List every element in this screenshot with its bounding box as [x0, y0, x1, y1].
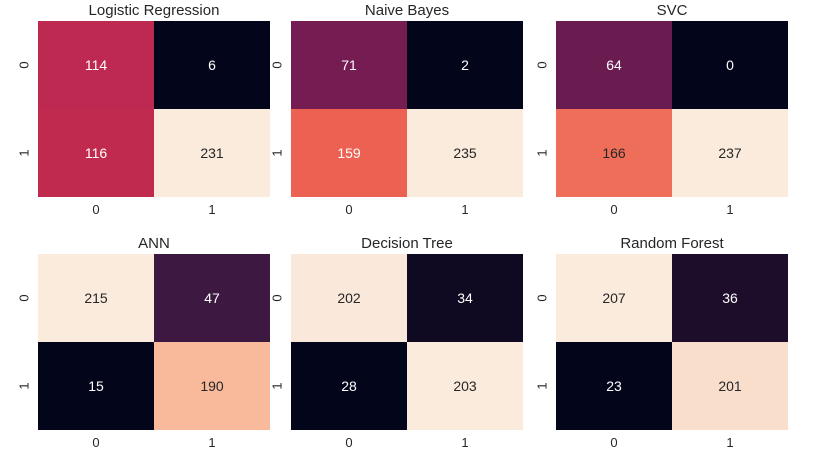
svc-y-tick-0: 0	[535, 61, 550, 68]
decision-tree-y-tick-0: 0	[270, 294, 285, 301]
ann-cell-1-0	[38, 342, 154, 430]
svc-x-tick-1: 1	[726, 202, 733, 217]
naive-bayes-cell-label-1-1: 235	[453, 145, 477, 161]
decision-tree-title: Decision Tree	[361, 235, 453, 252]
ann-x-tick-1: 1	[208, 435, 215, 450]
decision-tree-x-tick-1: 1	[461, 435, 468, 450]
naive-bayes-cell-0-0	[291, 21, 407, 109]
svc-cell-label-0-0: 64	[606, 57, 622, 73]
logistic-regression-title: Logistic Regression	[89, 2, 220, 19]
random-forest-x-tick-0: 0	[610, 435, 617, 450]
svc-cell-1-1	[672, 109, 788, 197]
logistic-regression-y-tick-0: 0	[17, 61, 32, 68]
random-forest-cell-0-0	[556, 254, 672, 342]
naive-bayes-x-tick-0: 0	[345, 202, 352, 217]
random-forest-cell-1-1	[672, 342, 788, 430]
svc-cell-label-1-1: 237	[718, 145, 742, 161]
logistic-regression-x-tick-1: 1	[208, 202, 215, 217]
random-forest-x-tick-1: 1	[726, 435, 733, 450]
ann-y-tick-0: 0	[17, 294, 32, 301]
logistic-regression-cell-label-0-0: 114	[85, 57, 108, 73]
naive-bayes-cell-1-1	[407, 109, 523, 197]
svc-cell-0-1	[672, 21, 788, 109]
svc-cell-label-0-1: 0	[726, 57, 734, 73]
ann-cell-label-0-0: 215	[84, 290, 108, 306]
logistic-regression-cell-0-1	[154, 21, 270, 109]
decision-tree-x-tick-0: 0	[345, 435, 352, 450]
logistic-regression-cell-label-1-1: 231	[200, 145, 224, 161]
logistic-regression-cell-1-1	[154, 109, 270, 197]
naive-bayes-cell-label-0-1: 2	[461, 57, 469, 73]
logistic-regression-x-tick-0: 0	[92, 202, 99, 217]
ann-cell-0-0	[38, 254, 154, 342]
naive-bayes-cell-1-0	[291, 109, 407, 197]
decision-tree-cell-1-0	[291, 342, 407, 430]
random-forest-cell-label-1-1: 201	[718, 378, 742, 394]
random-forest-y-tick-1: 1	[535, 382, 550, 389]
decision-tree-y-tick-1: 1	[270, 382, 285, 389]
ann-x-tick-0: 0	[92, 435, 99, 450]
naive-bayes-y-tick-0: 0	[270, 61, 285, 68]
logistic-regression-y-tick-1: 1	[17, 149, 32, 156]
naive-bayes-x-tick-1: 1	[461, 202, 468, 217]
random-forest-cell-0-1	[672, 254, 788, 342]
decision-tree-cell-label-0-1: 34	[457, 290, 473, 306]
decision-tree-cell-label-0-0: 202	[337, 290, 361, 306]
ann-y-tick-1: 1	[17, 382, 32, 389]
svc-cell-label-1-0: 166	[602, 145, 626, 161]
svc-cell-0-0	[556, 21, 672, 109]
logistic-regression-cell-label-0-1: 6	[208, 57, 216, 73]
logistic-regression-cell-1-0	[38, 109, 154, 197]
random-forest-cell-label-0-1: 36	[722, 290, 738, 306]
random-forest-cell-1-0	[556, 342, 672, 430]
ann-cell-0-1	[154, 254, 270, 342]
svc-title: SVC	[657, 2, 688, 19]
decision-tree-cell-0-1	[407, 254, 523, 342]
naive-bayes-title: Naive Bayes	[365, 2, 449, 19]
svc-y-tick-1: 1	[535, 149, 550, 156]
logistic-regression-cell-0-0	[38, 21, 154, 109]
ann-cell-label-0-1: 47	[204, 290, 220, 306]
random-forest-title: Random Forest	[620, 235, 724, 252]
ann-cell-1-1	[154, 342, 270, 430]
naive-bayes-cell-label-1-0: 159	[337, 145, 361, 161]
naive-bayes-cell-label-0-0: 71	[341, 57, 357, 73]
random-forest-cell-label-1-0: 23	[606, 378, 622, 394]
logistic-regression-cell-label-1-0: 116	[85, 145, 108, 161]
decision-tree-cell-label-1-0: 28	[341, 378, 357, 394]
random-forest-cell-label-0-0: 207	[602, 290, 626, 306]
decision-tree-cell-1-1	[407, 342, 523, 430]
random-forest-y-tick-0: 0	[535, 294, 550, 301]
ann-cell-label-1-0: 15	[88, 378, 104, 394]
svc-cell-1-0	[556, 109, 672, 197]
naive-bayes-cell-0-1	[407, 21, 523, 109]
ann-cell-label-1-1: 190	[200, 378, 224, 394]
svc-x-tick-0: 0	[610, 202, 617, 217]
decision-tree-cell-label-1-1: 203	[453, 378, 477, 394]
decision-tree-cell-0-0	[291, 254, 407, 342]
naive-bayes-y-tick-1: 1	[270, 149, 285, 156]
ann-title: ANN	[138, 235, 170, 252]
